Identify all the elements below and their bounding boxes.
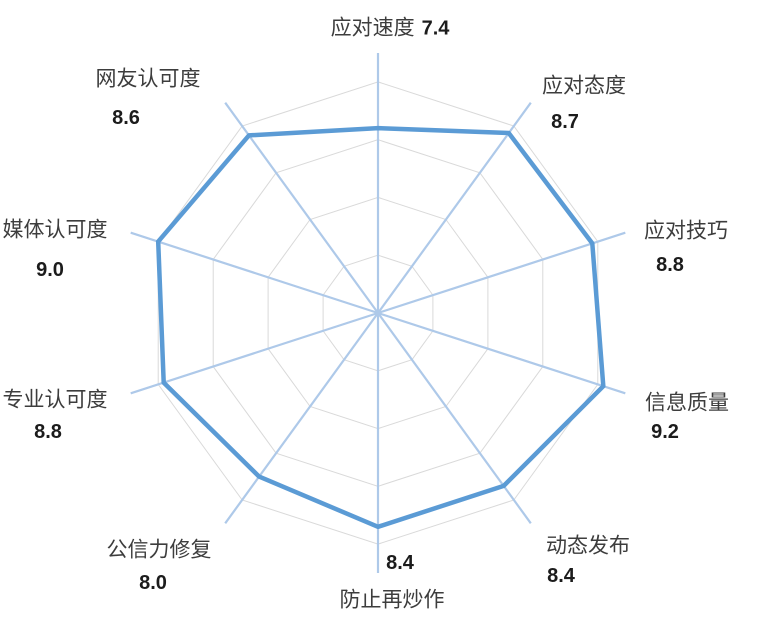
category-value: 8.4 <box>386 552 414 574</box>
axis-label: 应对技巧 <box>644 221 728 242</box>
category-name: 应对速度 <box>330 16 415 40</box>
axis-spoke <box>224 312 379 524</box>
category-value: 7.4 <box>421 17 450 40</box>
axis-label: 媒体认可度 <box>3 220 108 241</box>
axis-spoke <box>377 311 626 395</box>
category-value: 8.7 <box>551 111 579 133</box>
category-value: 9.0 <box>36 259 64 281</box>
category-name: 媒体认可度 <box>2 218 108 242</box>
axis-spoke <box>377 231 626 315</box>
category-value: 8.6 <box>112 107 140 129</box>
category-name: 专业认可度 <box>2 388 108 412</box>
category-name: 防止再炒作 <box>339 588 445 612</box>
category-name: 网友认可度 <box>95 67 201 91</box>
axis-label: 动态发布 <box>546 536 630 557</box>
category-value: 9.2 <box>651 421 679 443</box>
category-value: 8.8 <box>656 254 684 276</box>
category-name: 应对技巧 <box>644 219 728 243</box>
axis-spoke <box>377 312 532 524</box>
axis-label: 应对态度 <box>542 76 626 97</box>
category-name: 应对态度 <box>542 74 626 98</box>
axis-spoke <box>224 102 379 314</box>
category-name: 公信力修复 <box>106 538 212 562</box>
axis-label: 应对速度 7.4 <box>331 18 450 39</box>
axis-value-label: 9.2 <box>651 422 679 442</box>
axis-label: 网友认可度 <box>96 69 201 90</box>
category-name: 动态发布 <box>546 534 630 558</box>
axis-spoke <box>130 311 379 395</box>
axis-value-label: 8.8 <box>34 422 62 442</box>
category-name: 信息质量 <box>645 391 729 415</box>
axis-value-label: 8.4 <box>547 566 575 586</box>
axis-value-label: 9.0 <box>36 260 64 280</box>
axis-value-label: 8.4 <box>386 553 414 573</box>
category-value: 8.0 <box>139 572 167 594</box>
axis-label: 信息质量 <box>645 393 729 414</box>
axis-value-label: 8.0 <box>139 573 167 593</box>
axis-spoke <box>377 102 532 314</box>
axis-label: 公信力修复 <box>107 540 212 561</box>
data-series-polygon <box>155 125 606 530</box>
axis-label: 专业认可度 <box>3 390 108 411</box>
category-value: 8.8 <box>34 421 62 443</box>
axis-label: 防止再炒作 <box>340 590 445 611</box>
axis-value-label: 8.6 <box>112 108 140 128</box>
axis-value-label: 8.7 <box>551 112 579 132</box>
category-value: 8.4 <box>547 565 575 587</box>
axis-value-label: 8.8 <box>656 255 684 275</box>
axis-spoke <box>130 231 379 315</box>
